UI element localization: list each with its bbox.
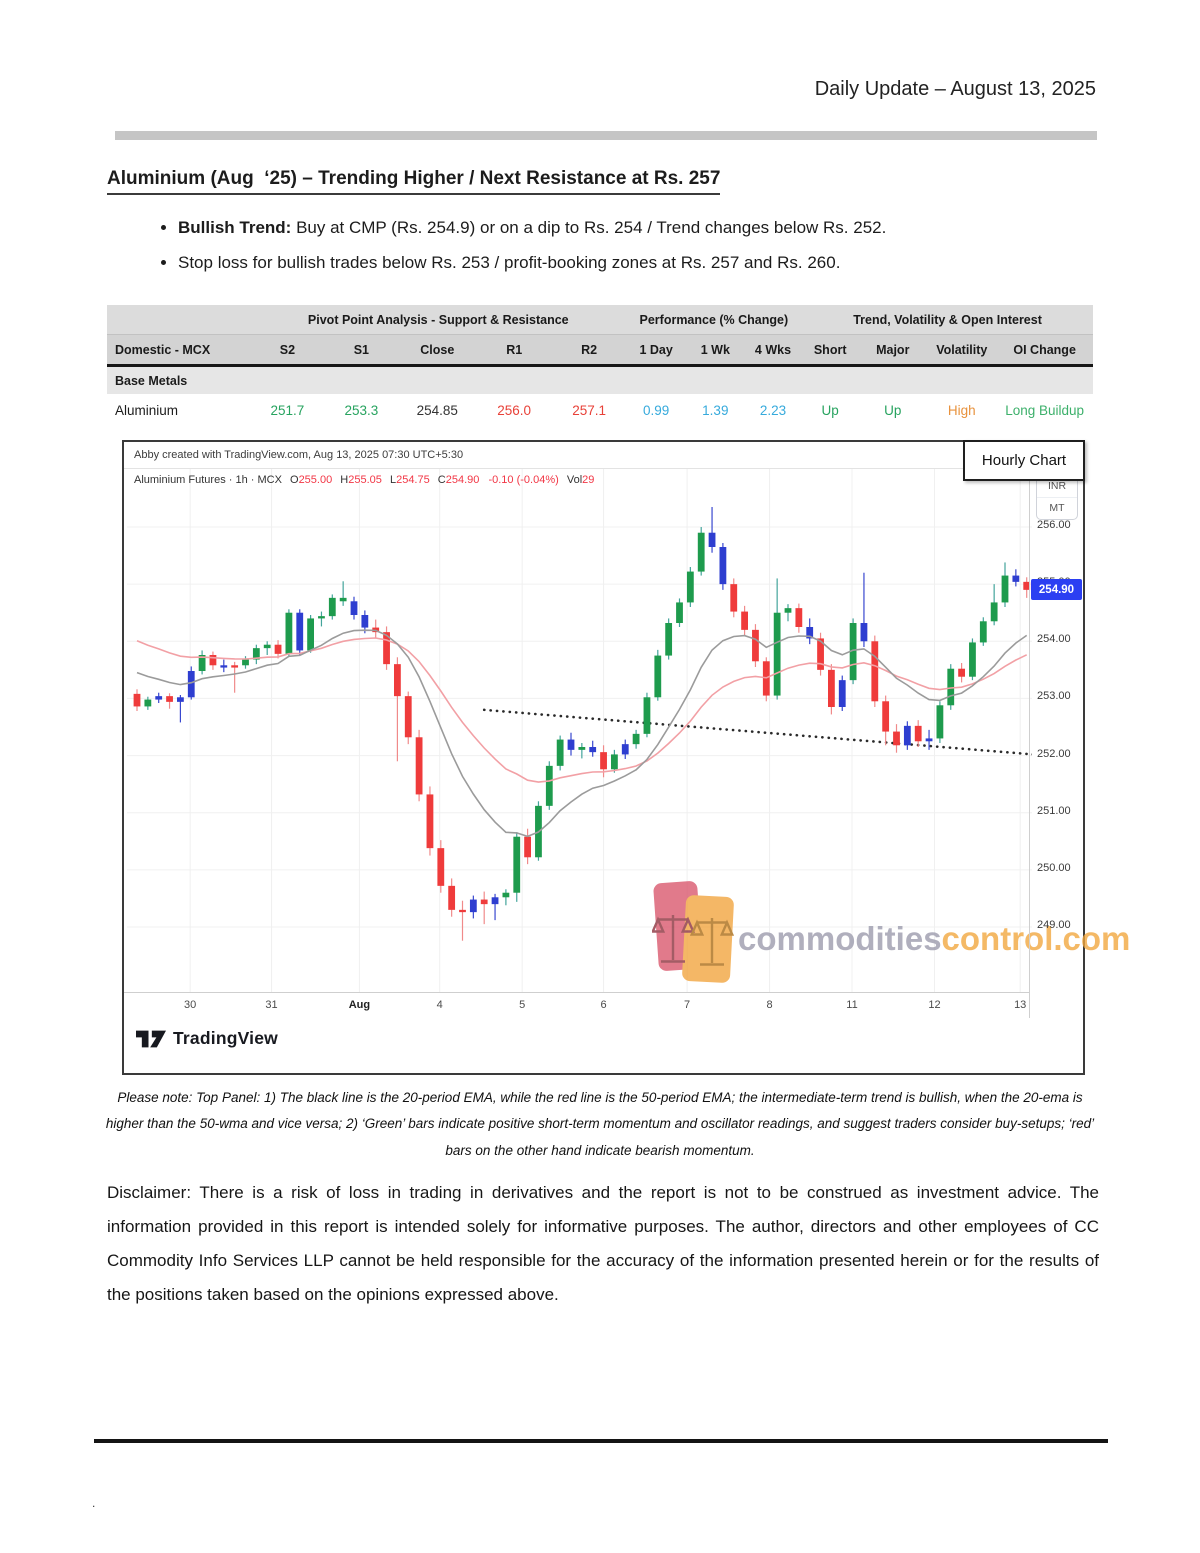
y-axis-label: 251.00 <box>1037 804 1071 817</box>
x-axis-label: 6 <box>600 999 607 1011</box>
group-header-empty <box>107 305 251 335</box>
x-axis-label: 7 <box>684 999 691 1011</box>
chart-attribution: Abby created with TradingView.com, Aug 1… <box>124 442 1040 469</box>
header-date: Daily Update – August 13, 2025 <box>814 78 1096 100</box>
legend-vol-label: Vol <box>566 474 583 486</box>
group-header-trend: Trend, Volatility & Open Interest <box>802 305 1093 335</box>
legend-close-value: 254.90 <box>445 474 480 486</box>
section-base-metals: Base Metals <box>107 365 1093 394</box>
watermark: commoditiescontrol.com <box>652 880 1130 985</box>
disclaimer: Disclaimer: There is a risk of loss in t… <box>107 1183 1099 1304</box>
y-axis-label: 253.00 <box>1037 690 1071 703</box>
cell-s2: 251.7 <box>250 394 324 427</box>
last-price-badge: 254.90 <box>1031 579 1082 601</box>
cell-close: 254.85 <box>398 394 476 427</box>
x-axis-label: 4 <box>436 999 443 1011</box>
summary-bullets: Bullish Trend: Buy at CMP (Rs. 254.9) or… <box>142 218 1108 288</box>
x-axis-label: 8 <box>766 999 773 1011</box>
watermark-commodities: commodities <box>738 920 942 957</box>
bullet-text: Buy at CMP (Rs. 254.9) or on a dip to Rs… <box>291 218 887 237</box>
footer-divider <box>94 1439 1108 1443</box>
col-r1: R1 <box>475 334 553 367</box>
legend-vol-value: 29 <box>582 474 595 486</box>
y-axis-label: 252.00 <box>1037 747 1071 760</box>
watermark-text: commoditiescontrol.com <box>738 920 1130 958</box>
x-axis-label: 13 <box>1014 999 1027 1011</box>
y-axis-label: 256.00 <box>1037 519 1071 531</box>
col-r2: R2 <box>552 334 626 367</box>
legend-symbol: Aluminium Futures · 1h · MCX <box>134 474 282 486</box>
col-4wks: 4 Wks <box>743 334 803 367</box>
legend-low-value: 254.75 <box>396 474 430 486</box>
x-axis-label: 12 <box>928 999 941 1011</box>
tradingview-logo: TradingView <box>136 1028 278 1049</box>
legend-high-label: H <box>340 474 349 486</box>
cell-oi-change: Long Buildup <box>996 394 1093 427</box>
time-axis: 30 31 Aug 4 5 6 7 8 11 12 13 <box>124 992 1030 1019</box>
col-s2: S2 <box>250 334 324 367</box>
col-major: Major <box>858 334 928 367</box>
axis-unit-inr: INR <box>1037 475 1077 498</box>
col-volatility: Volatility <box>927 334 997 367</box>
legend-open-label: O <box>290 474 299 486</box>
x-axis-label: 30 <box>184 999 197 1011</box>
hourly-chart-label: Hourly Chart <box>963 440 1085 481</box>
legend-open-value: 255.00 <box>298 474 333 486</box>
col-close: Close <box>398 334 476 367</box>
bullet-bold-label: Bullish Trend: <box>178 218 292 237</box>
col-short: Short <box>802 334 859 367</box>
legend-close-label: C <box>437 474 446 486</box>
x-axis-label: 5 <box>519 999 526 1011</box>
table-group-header-row: Pivot Point Analysis - Support & Resista… <box>107 305 1093 335</box>
tradingview-logo-icon <box>136 1030 166 1047</box>
x-axis-label: 31 <box>265 999 278 1011</box>
y-axis-label: 254.00 <box>1037 633 1071 646</box>
price-axis: INR MT 254.90 256.00255.00254.00253.0025… <box>1029 442 1084 1018</box>
col-domestic-mcx: Domestic - MCX <box>107 334 251 367</box>
cell-name: Aluminium <box>107 394 251 427</box>
y-axis-label: 249.00 <box>1037 918 1071 931</box>
group-header-pivot: Pivot Point Analysis - Support & Resista… <box>250 305 626 335</box>
y-axis-label: 250.00 <box>1037 861 1071 874</box>
axis-unit-toggle: INR MT <box>1036 474 1078 520</box>
cell-short-trend: Up <box>802 394 859 427</box>
legend-high-value: 255.05 <box>348 474 382 486</box>
tradingview-logo-text: TradingView <box>173 1028 278 1048</box>
group-header-performance: Performance (% Change) <box>625 305 803 335</box>
header-divider <box>115 131 1097 140</box>
axis-unit-mt: MT <box>1049 502 1065 515</box>
pivot-table: Pivot Point Analysis - Support & Resista… <box>107 305 1093 427</box>
page-title: Aluminium (Aug ‘25) – Trending Higher / … <box>107 168 721 195</box>
chart-legend: Aluminium Futures · 1h · MCX O255.00 H25… <box>134 474 594 486</box>
col-s1: S1 <box>323 334 399 367</box>
scales-icon <box>652 915 735 966</box>
cell-4wks: 2.23 <box>743 394 803 427</box>
cell-major-trend: Up <box>858 394 928 427</box>
cell-r1: 256.0 <box>475 394 553 427</box>
candlestick-plot <box>127 468 1032 992</box>
table-section-row: Base Metals <box>107 365 1093 394</box>
cell-volatility: High <box>927 394 997 427</box>
cell-1wk: 1.39 <box>686 394 744 427</box>
cell-r2: 257.1 <box>552 394 626 427</box>
bullet-bullish-trend: Bullish Trend: Buy at CMP (Rs. 254.9) or… <box>178 218 1108 238</box>
table-column-header-row: Domestic - MCX S2 S1 Close R1 R2 1 Day 1… <box>107 334 1093 367</box>
col-1day: 1 Day <box>625 334 687 367</box>
col-oi-change: OI Change <box>996 334 1093 367</box>
watermark-control: control.com <box>941 920 1131 957</box>
cell-1day: 0.99 <box>625 394 687 427</box>
table-row-aluminium: Aluminium 251.7 253.3 254.85 256.0 257.1… <box>107 394 1093 427</box>
bullet-stop-loss: Stop loss for bullish trades below Rs. 2… <box>178 253 1108 273</box>
x-axis-label: 11 <box>846 999 858 1011</box>
footer-dot: . <box>92 1496 96 1510</box>
x-axis-label: Aug <box>348 999 371 1011</box>
cell-s1: 253.3 <box>323 394 399 427</box>
chart-note: Please note: Top Panel: 1) The black lin… <box>105 1090 1095 1158</box>
legend-low-label: L <box>389 474 397 486</box>
price-chart: Abby created with TradingView.com, Aug 1… <box>122 440 1130 1075</box>
legend-change: -0.10 (-0.04%) <box>488 474 559 486</box>
col-1wk: 1 Wk <box>686 334 744 367</box>
